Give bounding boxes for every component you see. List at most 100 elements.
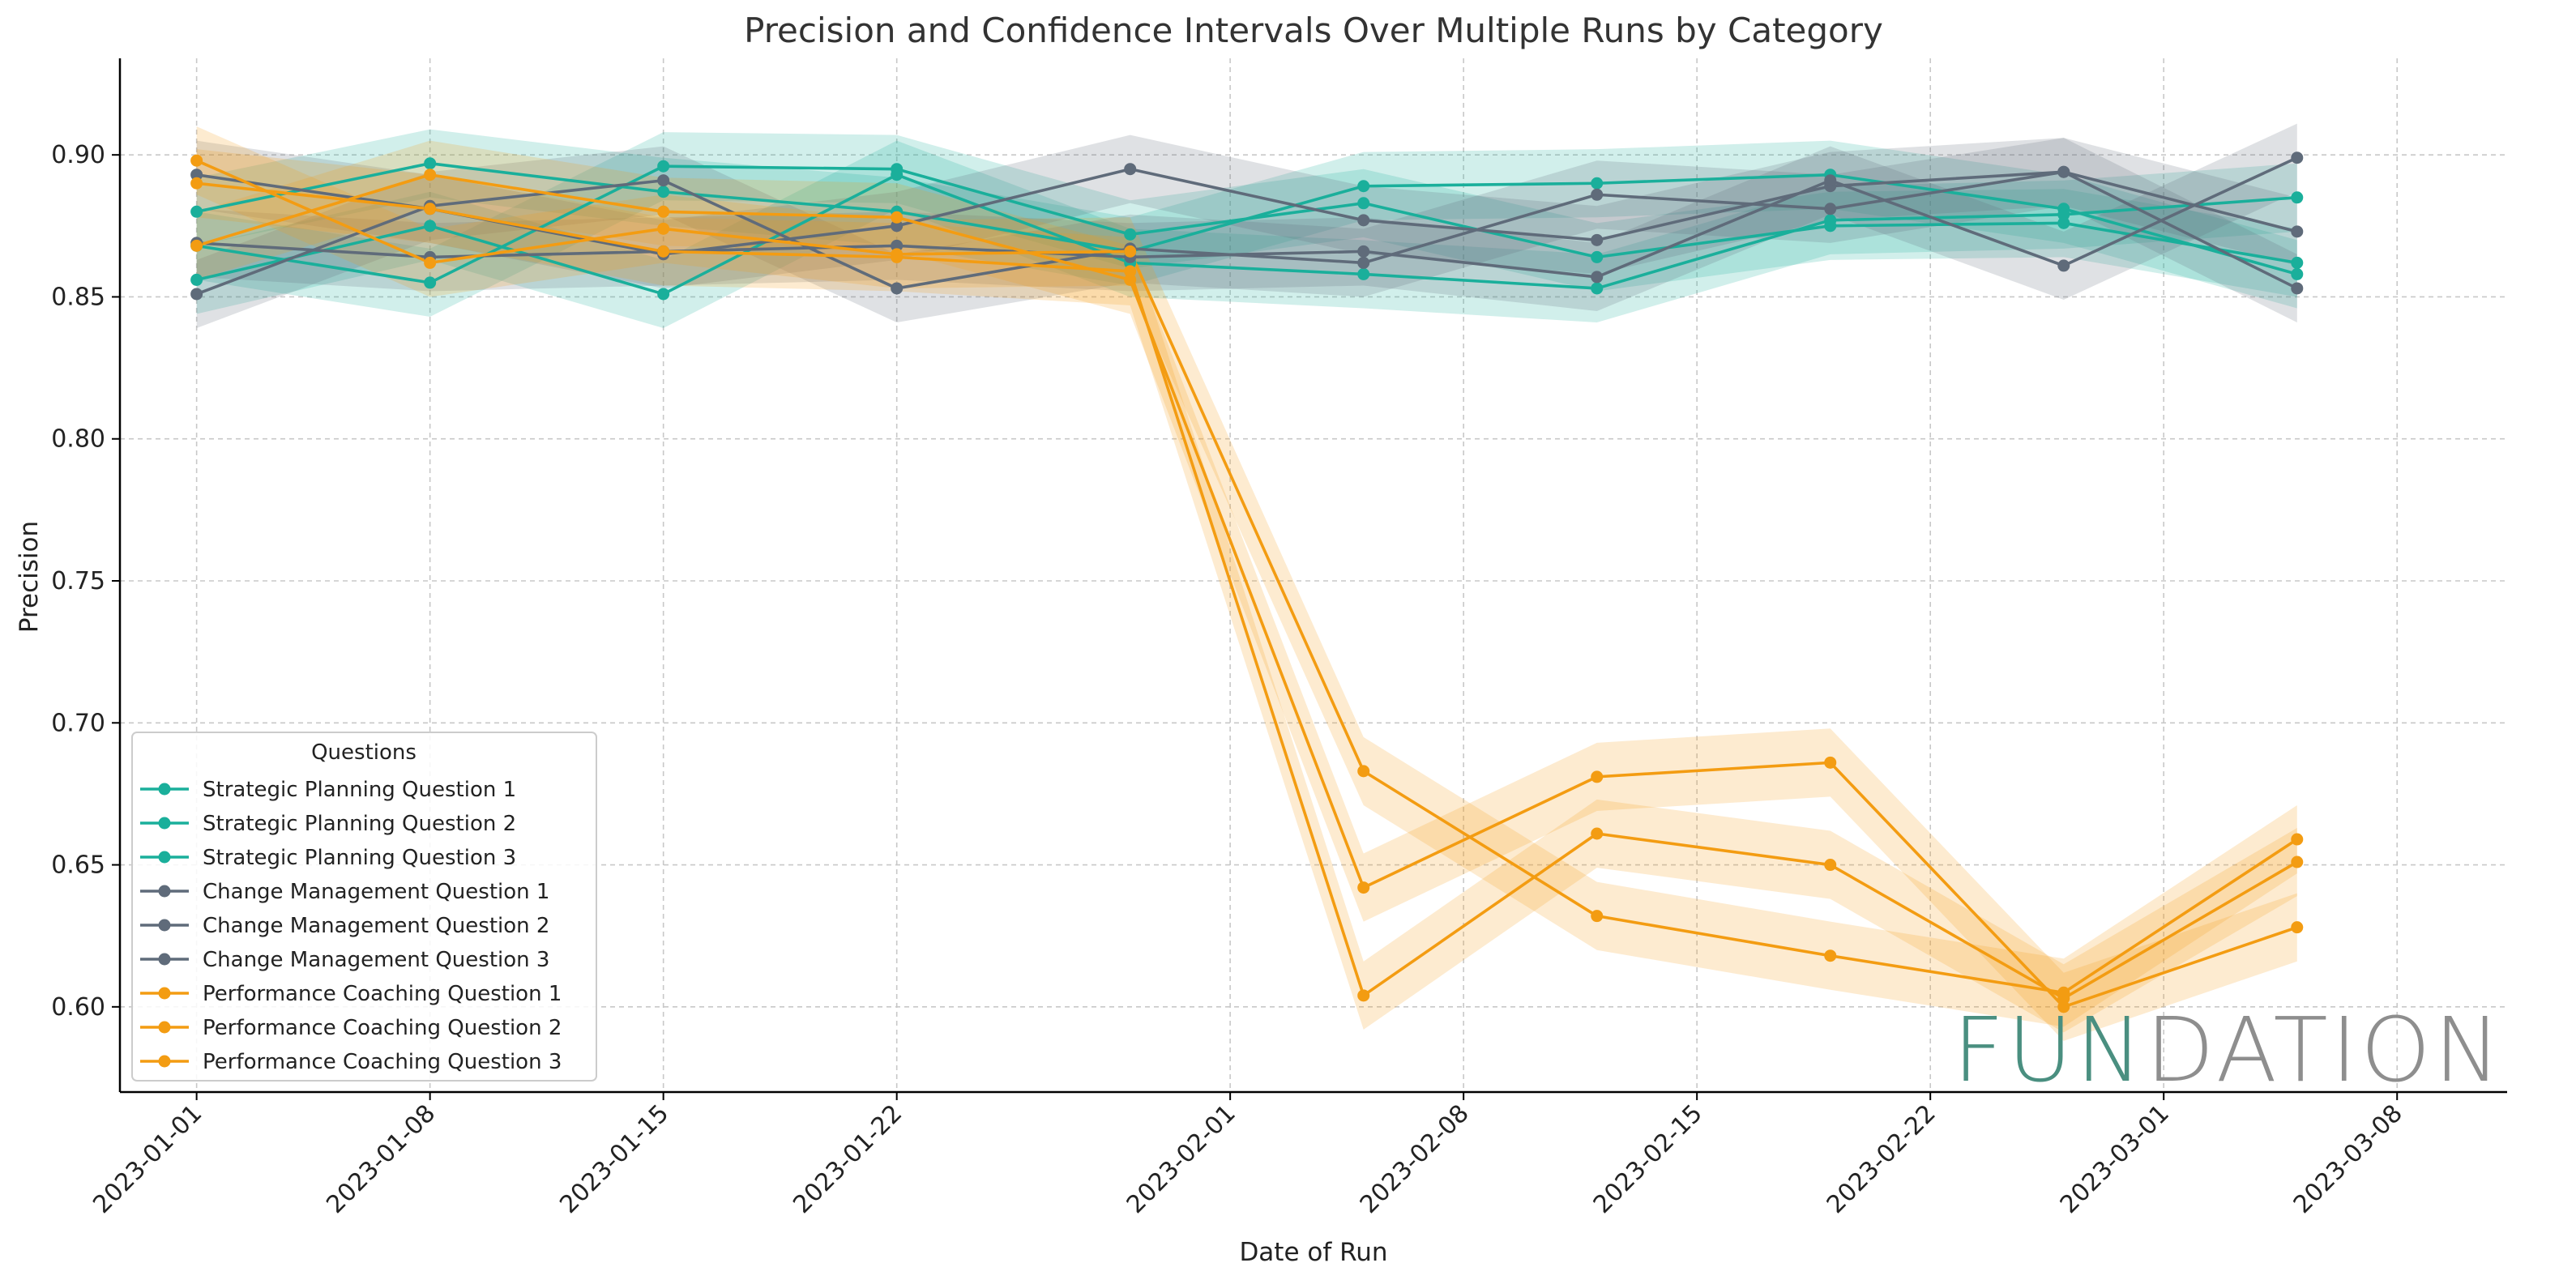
legend-item: Performance Coaching Question 3 [140, 1050, 562, 1074]
data-point-performance-coaching-question-2 [1124, 273, 1137, 286]
y-axis-title: Precision [15, 521, 44, 633]
data-point-strategic-planning-question-3 [1824, 220, 1837, 233]
data-point-change-management-question-2 [1824, 203, 1837, 215]
legend-item: Strategic Planning Question 3 [140, 846, 516, 870]
data-point-strategic-planning-question-2 [2291, 191, 2304, 204]
legend-label: Change Management Question 3 [203, 948, 549, 972]
legend-label: Performance Coaching Question 2 [203, 1016, 562, 1040]
data-point-performance-coaching-question-1 [1824, 949, 1837, 962]
legend-label: Strategic Planning Question 1 [203, 778, 516, 802]
axes [118, 58, 2507, 1094]
legend-marker [158, 1055, 171, 1068]
data-point-strategic-planning-question-3 [424, 276, 437, 289]
data-point-strategic-planning-question-1 [2291, 267, 2304, 280]
data-point-strategic-planning-question-2 [2057, 208, 2070, 221]
y-tick-label: 0.65 [51, 851, 105, 880]
logo-wordmark: FUNDATION [1953, 998, 2504, 1102]
legend-item: Strategic Planning Question 1 [140, 778, 516, 802]
data-point-strategic-planning-question-1 [1357, 180, 1370, 193]
y-tick-label: 0.70 [51, 709, 105, 737]
legend: Questions Strategic Planning Question 1S… [131, 732, 597, 1082]
data-point-strategic-planning-question-2 [424, 220, 437, 233]
data-point-change-management-question-2 [1591, 188, 1604, 201]
data-point-performance-coaching-question-1 [190, 154, 203, 167]
data-point-performance-coaching-question-1 [1591, 910, 1604, 923]
legend-marker [158, 987, 171, 1000]
legend-item: Change Management Question 3 [140, 948, 549, 972]
legend-item: Performance Coaching Question 2 [140, 1016, 562, 1040]
legend-item: Change Management Question 2 [140, 914, 549, 938]
data-point-performance-coaching-question-3 [1824, 859, 1837, 872]
data-point-strategic-planning-question-1 [424, 157, 437, 170]
data-point-change-management-question-3 [2291, 151, 2304, 164]
data-point-strategic-planning-question-1 [657, 186, 670, 198]
data-point-performance-coaching-question-1 [424, 256, 437, 269]
data-point-performance-coaching-question-3 [657, 245, 670, 258]
data-point-strategic-planning-question-2 [657, 288, 670, 301]
data-point-performance-coaching-question-3 [891, 250, 904, 263]
legend-box [131, 732, 597, 1082]
data-point-performance-coaching-question-3 [2057, 992, 2070, 1005]
x-axis-title: Date of Run [1239, 1238, 1387, 1267]
series-line-performance-coaching-question-3 [196, 181, 2298, 1001]
data-point-strategic-planning-question-3 [1591, 250, 1604, 263]
data-point-performance-coaching-question-3 [1124, 265, 1137, 278]
series-lines [195, 156, 2298, 1009]
confidence-bands [196, 123, 2297, 1041]
data-point-performance-coaching-question-1 [657, 222, 670, 235]
legend-marker [158, 885, 171, 898]
grid-lines [120, 58, 2507, 1092]
data-point-change-management-question-2 [1357, 256, 1370, 269]
legend-marker [158, 851, 171, 864]
legend-item: Performance Coaching Question 1 [140, 982, 562, 1006]
data-point-performance-coaching-question-3 [1357, 989, 1370, 1002]
y-tick-label: 0.85 [51, 283, 105, 311]
legend-marker [158, 817, 171, 830]
data-point-strategic-planning-question-3 [1124, 228, 1137, 241]
data-point-strategic-planning-question-2 [1357, 267, 1370, 280]
legend-items: Strategic Planning Question 1 Strategic P… [140, 778, 562, 1074]
data-point-performance-coaching-question-3 [424, 203, 437, 215]
data-point-change-management-question-1 [1591, 233, 1604, 246]
confidence-band-strategic-planning-question-3 [196, 132, 2297, 317]
legend-marker [158, 919, 171, 932]
data-point-change-management-question-2 [190, 288, 203, 301]
legend-title: Questions [311, 740, 417, 765]
fundation-logo: FUNDATION [1953, 998, 2504, 1102]
data-point-performance-coaching-question-2 [2291, 921, 2304, 934]
confidence-band-strategic-planning-question-2 [196, 140, 2297, 329]
legend-label: Strategic Planning Question 3 [203, 846, 516, 870]
data-point-change-management-question-2 [657, 174, 670, 187]
data-point-change-management-question-3 [891, 239, 904, 252]
data-point-strategic-planning-question-3 [657, 160, 670, 173]
data-point-change-management-question-1 [2291, 225, 2304, 238]
y-tick-label: 0.80 [51, 425, 105, 454]
legend-item: Strategic Planning Question 2 [140, 812, 516, 836]
legend-item: Change Management Question 1 [140, 880, 549, 904]
data-point-performance-coaching-question-2 [424, 169, 437, 181]
data-point-performance-coaching-question-2 [1824, 756, 1837, 769]
data-point-performance-coaching-question-2 [2057, 1001, 2070, 1013]
data-point-change-management-question-2 [2057, 165, 2070, 178]
data-point-strategic-planning-question-2 [1591, 282, 1604, 295]
data-point-change-management-question-2 [891, 282, 904, 295]
data-point-strategic-planning-question-2 [190, 273, 203, 286]
legend-label: Change Management Question 2 [203, 914, 549, 938]
chart-title: Precision and Confidence Intervals Over … [744, 11, 1883, 50]
confidence-band-change-management-question-2 [196, 138, 2297, 329]
confidence-band-performance-coaching-question-2 [196, 140, 2297, 1041]
logo-part-dation: DATION [2146, 998, 2504, 1102]
legend-marker [158, 783, 171, 796]
data-point-change-management-question-1 [190, 169, 203, 181]
data-point-change-management-question-3 [1824, 174, 1837, 187]
data-point-strategic-planning-question-1 [190, 205, 203, 218]
data-point-strategic-planning-question-3 [1357, 197, 1370, 210]
data-point-change-management-question-3 [2057, 259, 2070, 272]
y-tick-label: 0.60 [51, 993, 105, 1022]
confidence-band-performance-coaching-question-3 [196, 149, 2297, 1033]
series-line-performance-coaching-question-2 [196, 173, 2298, 1009]
data-point-change-management-question-1 [1357, 214, 1370, 227]
data-point-change-management-question-1 [1124, 163, 1137, 176]
data-point-performance-coaching-question-2 [190, 239, 203, 252]
